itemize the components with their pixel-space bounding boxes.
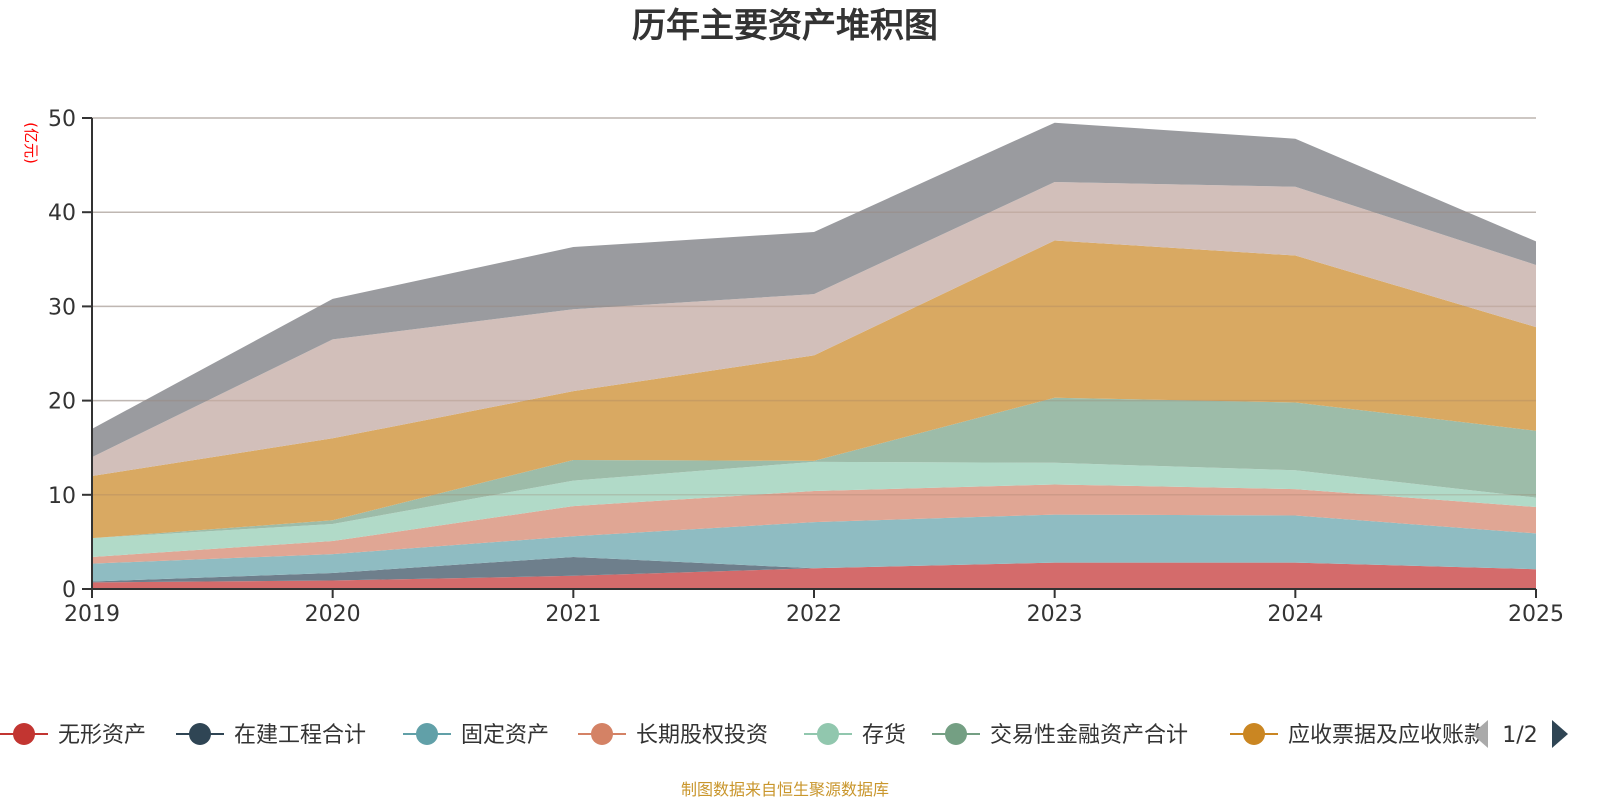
legend-marker-icon bbox=[13, 723, 35, 745]
area-series-6 bbox=[92, 397, 1536, 539]
source-note: 制图数据来自恒生聚源数据库 bbox=[681, 780, 889, 799]
y-axis-unit-label: (亿元) bbox=[22, 122, 40, 164]
x-tick-label: 2025 bbox=[1508, 602, 1564, 627]
y-tick-label: 20 bbox=[48, 390, 76, 415]
legend-label: 无形资产 bbox=[58, 723, 146, 748]
legend-marker-icon bbox=[945, 723, 967, 745]
legend-marker-icon bbox=[1243, 723, 1265, 745]
x-tick-label: 2021 bbox=[545, 602, 601, 627]
area-series-7 bbox=[92, 240, 1536, 539]
stacked-areas bbox=[92, 117, 1536, 589]
legend-marker-icon bbox=[817, 723, 839, 745]
chart-title: 历年主要资产堆积图 bbox=[632, 6, 938, 46]
x-tick-label: 2024 bbox=[1267, 602, 1323, 627]
legend-item-1[interactable]: 无形资产 bbox=[0, 723, 146, 748]
area-series-2 bbox=[92, 556, 1536, 583]
area-series-9 bbox=[92, 122, 1536, 458]
area-series-8 bbox=[92, 182, 1536, 476]
y-tick-label: 10 bbox=[48, 484, 76, 509]
x-tick-label: 2019 bbox=[64, 602, 120, 627]
legend-label: 长期股权投资 bbox=[636, 723, 768, 748]
legend-marker-icon bbox=[591, 723, 613, 745]
y-tick-label: 0 bbox=[62, 578, 76, 603]
legend-pager: 1/2 bbox=[1472, 720, 1568, 748]
area-series-4 bbox=[92, 484, 1536, 564]
legend-item-2[interactable]: 在建工程合计 bbox=[176, 723, 366, 748]
legend-label: 存货 bbox=[862, 723, 906, 748]
legend-marker-icon bbox=[189, 723, 211, 745]
axes: 0 10 20 30 40 50 2019 2020 2021 2022 2023 2024 2025 bbox=[48, 107, 1564, 627]
legend: 无形资产 在建工程合计 固定资产 长期股权投资 存货 交易性金融资产合计 应收票据及应收账款 bbox=[0, 723, 1486, 748]
area-series-1 bbox=[92, 562, 1536, 589]
y-tick-label: 40 bbox=[48, 201, 76, 226]
legend-next-page-icon[interactable] bbox=[1552, 720, 1568, 748]
legend-page-indicator: 1/2 bbox=[1502, 723, 1537, 748]
legend-label: 应收票据及应收账款 bbox=[1288, 723, 1486, 748]
area-series-5 bbox=[92, 461, 1536, 557]
legend-prev-page-icon[interactable] bbox=[1472, 720, 1488, 748]
legend-label: 在建工程合计 bbox=[234, 723, 366, 748]
legend-item-6[interactable]: 交易性金融资产合计 bbox=[932, 723, 1188, 748]
y-tick-label: 50 bbox=[48, 107, 76, 132]
area-series-3 bbox=[92, 514, 1536, 582]
x-tick-label: 2023 bbox=[1027, 602, 1083, 627]
legend-item-5[interactable]: 存货 bbox=[804, 723, 906, 748]
x-tick-label: 2022 bbox=[786, 602, 842, 627]
legend-item-7[interactable]: 应收票据及应收账款 bbox=[1230, 723, 1486, 748]
legend-item-4[interactable]: 长期股权投资 bbox=[578, 723, 768, 748]
x-tick-label: 2020 bbox=[305, 602, 361, 627]
y-tick-label: 30 bbox=[48, 295, 76, 320]
legend-marker-icon bbox=[416, 723, 438, 745]
legend-item-3[interactable]: 固定资产 bbox=[403, 723, 549, 748]
legend-label: 固定资产 bbox=[461, 723, 549, 748]
legend-label: 交易性金融资产合计 bbox=[990, 723, 1188, 748]
